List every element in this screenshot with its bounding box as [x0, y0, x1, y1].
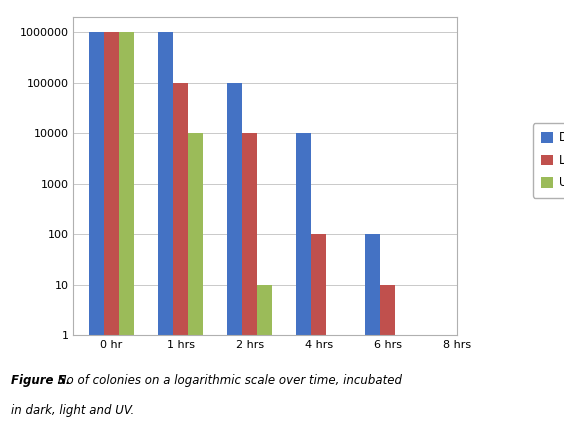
Bar [89, 32, 104, 430]
Bar [173, 83, 188, 430]
Bar [188, 133, 204, 430]
Bar [119, 32, 134, 430]
Bar [227, 83, 242, 430]
Text: No of colonies on a logarithmic scale over time, incubated: No of colonies on a logarithmic scale ov… [54, 374, 402, 387]
Bar [380, 285, 395, 430]
Legend: Dark, Light, UV: Dark, Light, UV [533, 123, 564, 198]
Text: Figure 5.: Figure 5. [11, 374, 70, 387]
Bar [104, 32, 119, 430]
Bar [158, 32, 173, 430]
Bar [311, 234, 327, 430]
Bar [296, 133, 311, 430]
Bar [257, 285, 272, 430]
Bar [242, 133, 257, 430]
Bar [365, 234, 380, 430]
Text: in dark, light and UV.: in dark, light and UV. [11, 404, 135, 417]
